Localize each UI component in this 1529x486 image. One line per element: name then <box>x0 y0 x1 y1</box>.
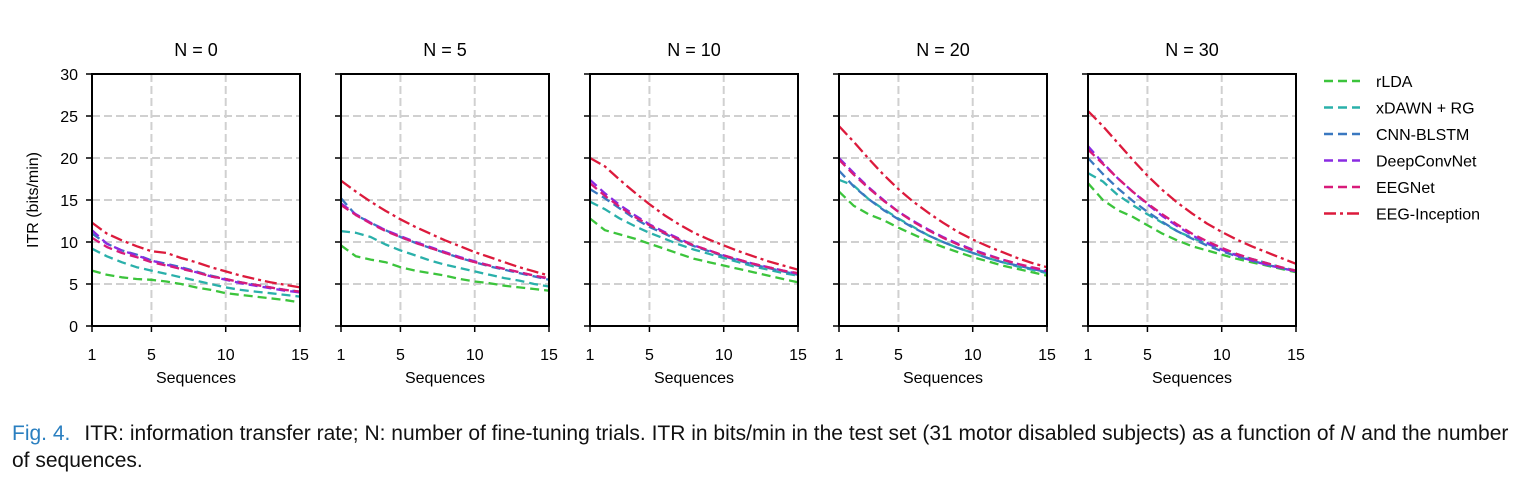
legend-label-xdawn-rg: xDAWN + RG <box>1376 101 1475 118</box>
panel-5-series-eegnet <box>1087 148 1297 272</box>
panel-3-series-eeg-inception <box>589 156 799 271</box>
panel-5-xtick-label: 10 <box>1213 347 1231 364</box>
panel-3-series-xdawn-rg <box>589 200 799 277</box>
panel-2-series-eegnet <box>340 204 550 280</box>
panel-1-ytick-label: 30 <box>60 67 78 84</box>
panel-4-series-xdawn-rg <box>838 178 1048 275</box>
panel-4-series-eegnet <box>838 158 1048 272</box>
caption-text-before: ITR: information transfer rate; N: numbe… <box>84 422 1335 445</box>
panel-5-series-rlda <box>1087 182 1297 274</box>
panel-3-series-rlda <box>589 217 799 284</box>
panel-2-xtick-label: 10 <box>466 347 484 364</box>
panel-5-series-deepconvnet <box>1087 145 1297 273</box>
panel-1-xtick-label: 5 <box>147 347 156 364</box>
panel-2-xlabel: Sequences <box>405 370 485 387</box>
panel-1-series-deepconvnet <box>91 229 301 294</box>
panel-5-series-cnn-blstm <box>1087 157 1297 273</box>
panel-5-xtick-label: 1 <box>1084 347 1093 364</box>
panel-4-series-deepconvnet <box>838 157 1048 273</box>
panel-1-ytick-label: 0 <box>69 319 78 336</box>
panel-5-series-eeg-inception <box>1087 110 1297 265</box>
panel-4-xlabel: Sequences <box>903 370 983 387</box>
panel-5-xtick-label: 5 <box>1143 347 1152 364</box>
panel-4-xtick-label: 15 <box>1038 347 1056 364</box>
panel-1-xtick-label: 1 <box>88 347 97 364</box>
panel-1-ytick-label: 5 <box>69 277 78 294</box>
panel-4-xtick-label: 5 <box>894 347 903 364</box>
panel-3-title: N = 10 <box>667 40 721 60</box>
figure: 1 5 10 15 0 5 10 15 20 25 30 N = 0 Sequences 1 5 10 15 N … <box>25 40 1480 387</box>
panel-1-ytick-label: 25 <box>60 109 78 126</box>
panel-1-ytick-label: 10 <box>60 235 78 252</box>
panel-3-series-eegnet <box>589 182 799 275</box>
panel-2-xtick-label: 15 <box>540 347 558 364</box>
legend-label-eegnet: EEGNet <box>1376 180 1435 197</box>
figure-caption: Fig. 4. ITR: information transfer rate; N… <box>12 420 1517 474</box>
panel-1-ytick-label: 20 <box>60 151 78 168</box>
caption-text-after: and the number of sequences. <box>12 422 1509 472</box>
panel-3-xtick-label: 10 <box>715 347 733 364</box>
panel-3-xtick-label: 15 <box>789 347 807 364</box>
legend-label-deepconvnet: DeepConvNet <box>1376 154 1477 171</box>
legend-label-rlda: rLDA <box>1376 74 1413 91</box>
caption-label: Fig. 4. <box>12 422 71 445</box>
panel-1-xlabel: Sequences <box>156 370 236 387</box>
panel-1-title: N = 0 <box>174 40 218 60</box>
panel-4-series-eeg-inception <box>838 125 1048 269</box>
panel-5-xtick-label: 15 <box>1287 347 1305 364</box>
caption-italic-n: N <box>1340 422 1356 445</box>
panel-3-series-deepconvnet <box>589 178 799 276</box>
y-axis-label: ITR (bits/min) <box>25 152 42 248</box>
panel-2-series-xdawn-rg <box>340 229 550 288</box>
panel-5-xlabel: Sequences <box>1152 370 1232 387</box>
panel-2-xtick-label: 1 <box>337 347 346 364</box>
panel-1-series-eeg-inception <box>91 221 301 289</box>
panel-4-series-rlda <box>838 190 1048 277</box>
panel-5-series-xdawn-rg <box>1087 172 1297 272</box>
panel-1-xtick-label: 10 <box>217 347 235 364</box>
panel-4-series-cnn-blstm <box>838 169 1048 274</box>
panel-1-xtick-label: 15 <box>291 347 309 364</box>
legend-label-cnn-blstm: CNN-BLSTM <box>1376 127 1469 144</box>
panel-2-xtick-label: 5 <box>396 347 405 364</box>
panel-3-xlabel: Sequences <box>654 370 734 387</box>
panel-2-title: N = 5 <box>423 40 467 60</box>
panel-3-series-cnn-blstm <box>589 188 799 276</box>
panel-1-ytick-label: 15 <box>60 193 78 210</box>
panel-4-xtick-label: 10 <box>964 347 982 364</box>
panel-3-xtick-label: 1 <box>586 347 595 364</box>
panel-4-xtick-label: 1 <box>835 347 844 364</box>
panel-3-xtick-label: 5 <box>645 347 654 364</box>
panel-2-series-eeg-inception <box>340 179 550 277</box>
panel-5-title: N = 30 <box>1165 40 1219 60</box>
panel-1-series-rlda <box>91 269 301 304</box>
legend-label-eeg-inception: EEG-Inception <box>1376 207 1480 224</box>
panel-4-title: N = 20 <box>916 40 970 60</box>
